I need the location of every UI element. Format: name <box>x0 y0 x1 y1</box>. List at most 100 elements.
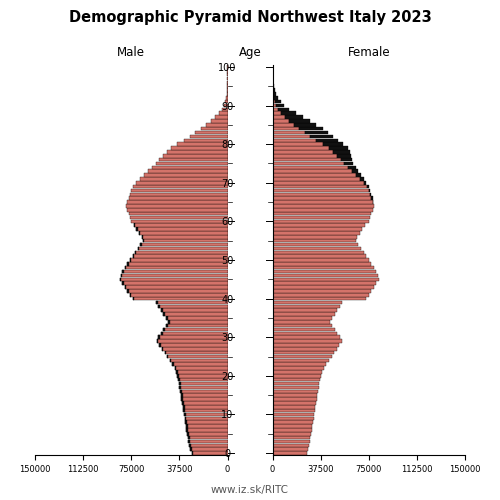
Bar <box>128 196 228 200</box>
Bar <box>224 104 228 108</box>
Bar <box>214 116 228 119</box>
Bar <box>272 177 360 180</box>
Bar <box>186 428 188 432</box>
Bar <box>200 127 228 130</box>
Bar <box>182 397 183 401</box>
Bar <box>304 131 328 134</box>
Bar <box>182 397 228 401</box>
Bar <box>138 246 139 250</box>
Bar <box>272 158 340 162</box>
Bar <box>126 204 228 208</box>
Bar <box>160 158 228 162</box>
Bar <box>273 92 276 96</box>
Bar <box>272 228 362 231</box>
Bar <box>125 286 228 289</box>
Bar <box>134 224 228 227</box>
Bar <box>128 208 228 212</box>
Bar <box>164 351 228 354</box>
Bar <box>273 88 274 92</box>
Bar <box>272 185 368 188</box>
Bar <box>272 262 372 266</box>
Bar <box>180 386 182 389</box>
Bar <box>272 127 299 130</box>
Bar <box>162 347 164 350</box>
Bar <box>189 444 191 447</box>
Bar <box>272 112 281 115</box>
Bar <box>369 188 370 192</box>
Bar <box>166 316 228 320</box>
Bar <box>132 297 228 300</box>
Bar <box>272 274 378 277</box>
Bar <box>272 355 332 358</box>
Bar <box>132 254 134 258</box>
Bar <box>178 378 228 382</box>
Bar <box>180 394 228 397</box>
Bar <box>278 108 289 111</box>
Bar <box>130 258 228 262</box>
Text: Female: Female <box>348 46 390 59</box>
Bar <box>272 212 372 216</box>
Bar <box>372 200 373 204</box>
Bar <box>310 134 333 138</box>
Bar <box>272 239 356 242</box>
Bar <box>130 293 228 296</box>
Bar <box>175 366 176 370</box>
Bar <box>182 405 184 408</box>
Bar <box>128 262 228 266</box>
Bar <box>164 328 166 332</box>
Bar <box>143 239 228 242</box>
Bar <box>272 428 312 432</box>
Bar <box>122 270 124 274</box>
Bar <box>183 409 185 412</box>
Bar <box>184 412 228 416</box>
Bar <box>185 420 228 424</box>
Bar <box>272 308 338 312</box>
Bar <box>272 192 370 196</box>
Bar <box>272 409 315 412</box>
Bar <box>272 336 340 339</box>
Bar <box>272 266 374 270</box>
Bar <box>128 212 228 216</box>
Bar <box>170 358 228 362</box>
Bar <box>272 440 310 444</box>
Bar <box>227 92 228 96</box>
Bar <box>128 289 228 292</box>
Bar <box>352 170 358 173</box>
Text: www.iz.sk/RITC: www.iz.sk/RITC <box>211 485 289 495</box>
Bar <box>167 355 168 358</box>
Bar <box>272 146 329 150</box>
Bar <box>138 246 228 250</box>
Bar <box>272 108 278 111</box>
Bar <box>128 200 228 204</box>
Bar <box>180 390 182 393</box>
Bar <box>130 293 131 296</box>
Bar <box>178 142 228 146</box>
Bar <box>272 220 369 223</box>
Bar <box>272 358 329 362</box>
Bar <box>172 362 228 366</box>
Text: Age: Age <box>238 46 262 59</box>
Bar <box>272 174 356 177</box>
Bar <box>131 188 228 192</box>
Bar <box>156 300 158 304</box>
Bar <box>178 382 228 386</box>
Bar <box>125 266 126 270</box>
Bar <box>161 332 162 335</box>
Bar <box>192 452 194 455</box>
Bar <box>148 170 228 173</box>
Bar <box>272 378 320 382</box>
Bar <box>272 312 334 316</box>
Bar <box>272 246 361 250</box>
Bar <box>272 293 369 296</box>
Bar <box>272 362 326 366</box>
Bar <box>178 378 180 382</box>
Bar <box>134 224 135 227</box>
Bar <box>272 386 318 389</box>
Bar <box>184 412 186 416</box>
Text: Male: Male <box>117 46 145 59</box>
Bar <box>143 239 144 242</box>
Bar <box>182 401 184 404</box>
Bar <box>156 162 228 165</box>
Bar <box>272 351 334 354</box>
Bar <box>130 258 131 262</box>
